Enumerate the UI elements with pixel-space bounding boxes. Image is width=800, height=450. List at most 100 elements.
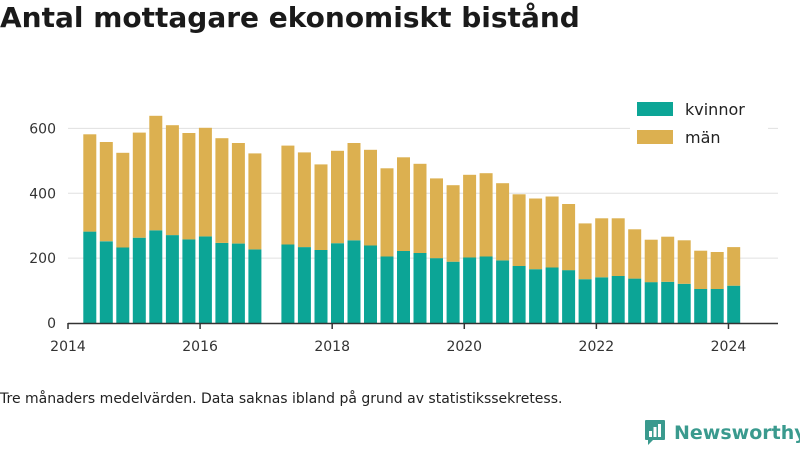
bar-kvinnor: [182, 239, 196, 323]
bar-man: [479, 173, 493, 257]
y-tick-label: 600: [29, 121, 56, 137]
bar-kvinnor: [661, 281, 675, 323]
legend-swatch-kvinnor: [637, 102, 673, 116]
bar-man: [380, 168, 394, 257]
bar-kvinnor: [364, 245, 377, 323]
legend-label-kvinnor: kvinnor: [685, 100, 745, 119]
legend-label-man: män: [685, 128, 721, 147]
bar-kvinnor: [562, 270, 576, 323]
bar-kvinnor: [479, 256, 493, 323]
bar-man: [198, 127, 212, 237]
bar-man: [149, 115, 163, 231]
bar-man: [297, 152, 311, 248]
bar-kvinnor: [694, 288, 708, 323]
bar-kvinnor: [545, 267, 559, 323]
x-tick-label: 2016: [182, 339, 218, 355]
bar-man: [677, 240, 691, 284]
y-tick-label: 400: [29, 186, 56, 202]
bar-man: [165, 125, 179, 236]
bar-kvinnor: [165, 235, 179, 323]
brand-logo[interactable]: Newsworthy: [644, 419, 800, 447]
bar-kvinnor: [198, 236, 212, 323]
bars: [83, 115, 741, 323]
newsworthy-logo-icon: [645, 420, 665, 445]
x-tick-label: 2024: [711, 339, 747, 355]
bar-man: [413, 163, 427, 253]
bar-man: [611, 218, 625, 276]
bar-man: [727, 247, 741, 286]
legend-swatch-man: [637, 130, 673, 144]
bar-kvinnor: [99, 241, 113, 323]
bar-man: [463, 174, 477, 258]
bar-man: [215, 138, 229, 243]
bar-man: [529, 198, 543, 270]
bar-kvinnor: [380, 256, 394, 323]
bar-man: [132, 132, 146, 238]
bar-kvinnor: [628, 278, 642, 323]
legend: kvinnor män: [630, 94, 768, 152]
bar-kvinnor: [281, 244, 295, 323]
bar-man: [578, 223, 592, 280]
y-tick-label: 0: [47, 316, 56, 332]
bar-man: [116, 152, 130, 248]
bar-man: [595, 218, 609, 278]
bar-kvinnor: [397, 251, 410, 323]
bar-man: [364, 149, 377, 246]
bar-kvinnor: [413, 253, 427, 323]
footnote: Tre månaders medelvärden. Data saknas ib…: [0, 391, 563, 407]
bar-man: [99, 142, 113, 242]
bar-kvinnor: [132, 237, 146, 323]
bar-man: [83, 134, 97, 232]
brand-name: Newsworthy: [674, 422, 800, 444]
bar-kvinnor: [231, 243, 245, 323]
bar-kvinnor: [149, 230, 163, 323]
bar-kvinnor: [595, 277, 609, 323]
bar-kvinnor: [297, 247, 311, 323]
bar-man: [496, 183, 510, 261]
bar-man: [562, 204, 576, 271]
bar-kvinnor: [578, 279, 592, 323]
bar-kvinnor: [611, 276, 625, 323]
bar-man: [314, 164, 328, 250]
bar-man: [545, 196, 559, 268]
bar-kvinnor: [710, 288, 724, 323]
bar-kvinnor: [215, 242, 229, 323]
bar-man: [628, 229, 642, 279]
bar-man: [661, 236, 675, 282]
bar-man: [231, 143, 245, 244]
bar-man: [512, 194, 526, 266]
bar-man: [331, 150, 344, 244]
axes: 0 200 400 600 2014 2016 2018 2020 2022 2024: [29, 121, 778, 355]
x-tick-label: 2014: [50, 339, 86, 355]
bar-man: [248, 153, 262, 250]
bar-kvinnor: [116, 247, 130, 323]
y-tick-label: 200: [29, 251, 56, 267]
bar-kvinnor: [529, 269, 543, 323]
bar-man: [182, 133, 196, 240]
x-tick-label: 2018: [314, 339, 350, 355]
bar-man: [644, 239, 658, 283]
bar-kvinnor: [314, 250, 328, 323]
bar-kvinnor: [248, 249, 262, 323]
x-tick-label: 2020: [446, 339, 482, 355]
chart-title: Antal mottagare ekonomiskt bistånd: [0, 1, 580, 34]
bar-man: [694, 250, 708, 289]
bar-kvinnor: [512, 265, 526, 323]
bar-kvinnor: [727, 285, 741, 323]
bar-kvinnor: [331, 243, 344, 323]
bar-man: [281, 145, 295, 245]
bar-kvinnor: [644, 282, 658, 323]
bar-man: [397, 157, 410, 251]
stacked-bar-chart: 0 200 400 600 2014 2016 2018 2020 2022 2024 kvinn…: [29, 94, 778, 355]
bar-man: [430, 178, 443, 259]
bar-kvinnor: [430, 258, 443, 323]
bar-kvinnor: [496, 260, 510, 323]
bar-kvinnor: [83, 231, 97, 323]
bar-kvinnor: [347, 240, 361, 323]
bar-man: [347, 143, 361, 241]
bar-man: [446, 185, 460, 262]
bar-man: [710, 252, 724, 289]
bar-kvinnor: [446, 261, 460, 323]
x-tick-label: 2022: [579, 339, 615, 355]
bar-kvinnor: [463, 257, 477, 323]
